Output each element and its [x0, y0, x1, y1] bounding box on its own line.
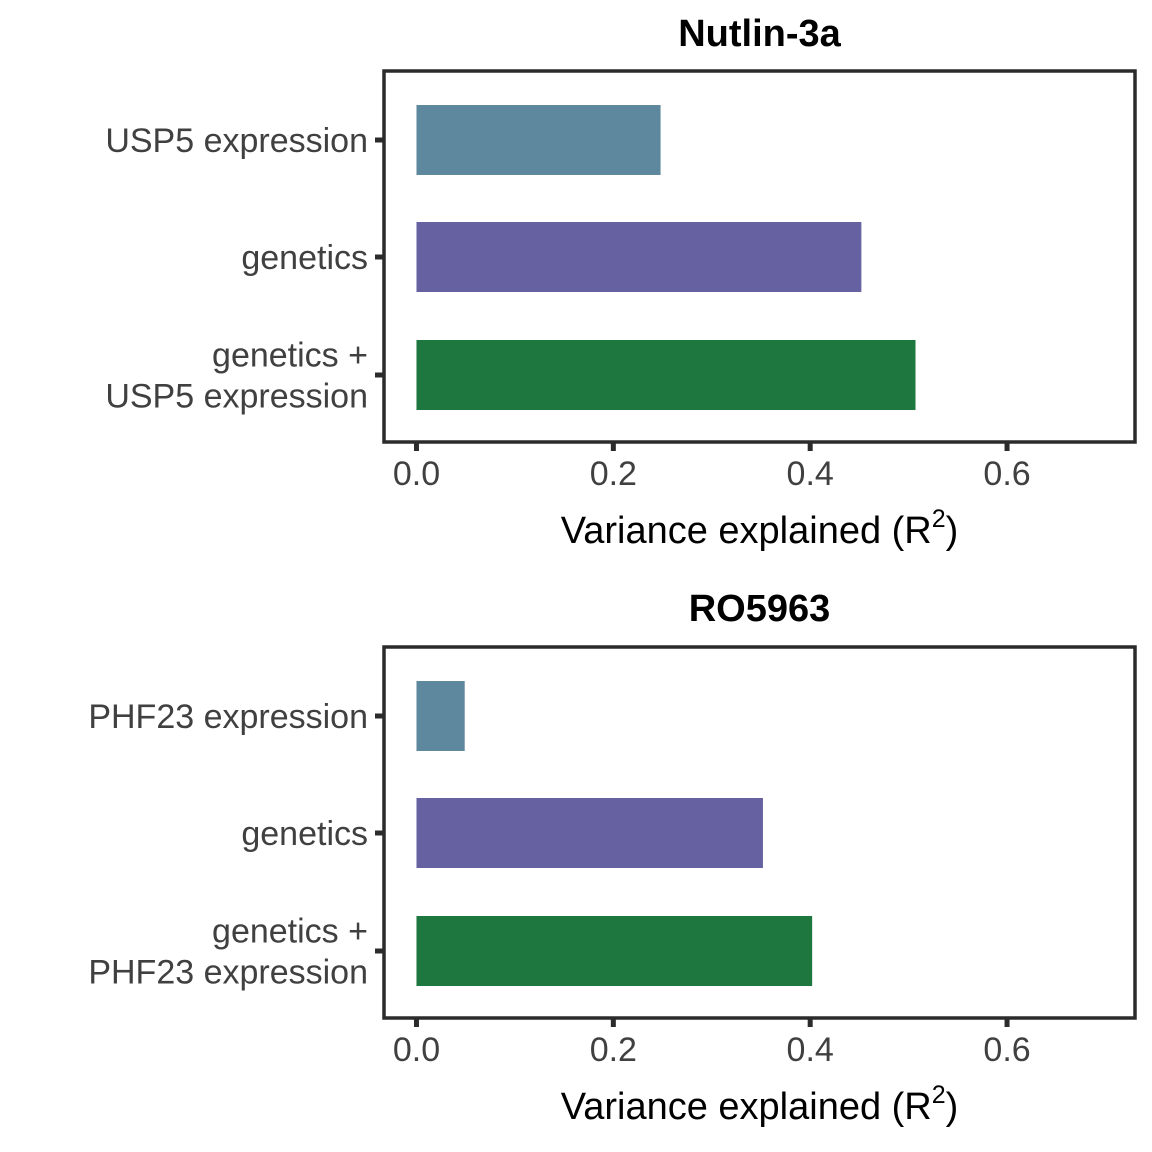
x-tick-label: 0.0	[393, 455, 440, 493]
x-axis-title-superscript: 2	[932, 505, 946, 533]
category-label: USP5 expression	[105, 122, 368, 160]
x-axis-title-main: Variance explained (R	[561, 510, 932, 552]
bar	[416, 681, 465, 751]
x-tick-label: 0.0	[393, 1031, 440, 1069]
bar	[416, 916, 813, 986]
panel-2: RO5963 PHF23 expression genetics genetics +…	[88, 588, 1137, 1128]
x-tick-label: 0.6	[983, 1031, 1030, 1069]
category-label-line: genetics +	[212, 913, 368, 951]
category-label: genetics	[241, 239, 368, 277]
category-label: PHF23 expression	[88, 698, 368, 736]
panel-title: Nutlin-3a	[678, 13, 841, 55]
bar	[416, 105, 661, 175]
panel-1: Nutlin-3a USP5 expression genetics genetics…	[105, 13, 1137, 552]
category-label-line: genetics	[241, 815, 368, 853]
category-label-line: USP5 expression	[105, 122, 368, 160]
x-axis-title-main: Variance explained (R	[561, 1086, 932, 1128]
bar	[416, 222, 862, 292]
x-tick-label: 0.6	[983, 455, 1030, 493]
category-label-line: PHF23 expression	[88, 954, 368, 992]
x-tick-label: 0.4	[787, 1031, 834, 1069]
x-tick-label: 0.2	[590, 455, 637, 493]
category-label-line: USP5 expression	[105, 378, 368, 416]
category-label: genetics	[241, 815, 368, 853]
category-label-line: genetics	[241, 239, 368, 277]
category-label-line: genetics +	[212, 337, 368, 375]
x-axis-title-suffix: )	[946, 1086, 959, 1128]
x-axis-title-superscript: 2	[932, 1081, 946, 1109]
x-axis-title-suffix: )	[946, 510, 959, 552]
x-axis-title: Variance explained (R2)	[561, 505, 959, 552]
bar	[416, 340, 916, 410]
category-label: genetics + PHF23 expression	[88, 913, 368, 992]
x-axis-title: Variance explained (R2)	[561, 1081, 959, 1128]
x-tick-label: 0.4	[787, 455, 834, 493]
category-label-line: PHF23 expression	[88, 698, 368, 736]
x-tick-label: 0.2	[590, 1031, 637, 1069]
bar	[416, 798, 763, 868]
panel-title: RO5963	[689, 588, 831, 630]
category-label: genetics + USP5 expression	[105, 337, 368, 416]
